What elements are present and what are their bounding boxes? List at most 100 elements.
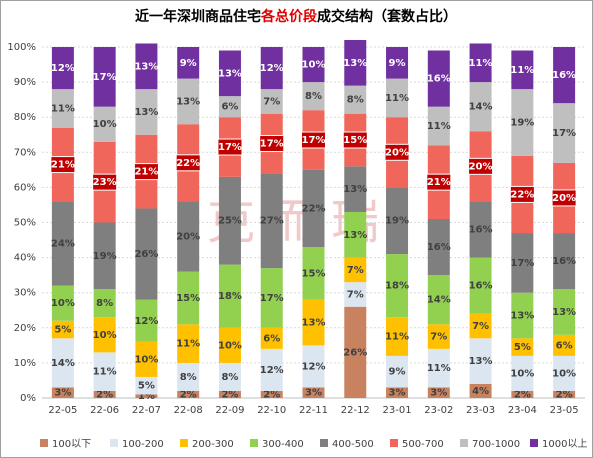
value-unit: % <box>148 61 158 72</box>
legend-swatch <box>110 439 118 447</box>
bar-segment <box>469 43 492 83</box>
value-label: 16% <box>469 225 493 236</box>
value-unit: % <box>399 332 409 343</box>
legend-swatch <box>250 439 258 447</box>
bar-segment <box>135 43 158 90</box>
value-unit: % <box>228 389 238 400</box>
value-label: 25% <box>218 216 242 227</box>
value-label: 2% <box>263 389 280 400</box>
bar-segment <box>135 89 158 135</box>
bar-segment <box>260 89 283 114</box>
value-label: 10% <box>302 60 326 71</box>
value-label: 20% <box>552 193 576 204</box>
bar-segment <box>553 289 576 335</box>
value-unit: % <box>483 281 493 292</box>
value-label: 12% <box>260 365 284 376</box>
value-unit: % <box>312 91 322 102</box>
value-unit: % <box>274 365 284 376</box>
bar-segment <box>218 327 241 363</box>
value-label: 7% <box>430 332 447 343</box>
value-label: 21% <box>134 167 158 178</box>
value-label: 11% <box>427 121 451 132</box>
value-label: 1% <box>138 391 155 402</box>
value-unit: % <box>483 225 493 236</box>
legend-label: 500-700 <box>402 439 444 450</box>
value-unit: % <box>357 347 367 358</box>
bar-segment <box>177 271 200 325</box>
value-unit: % <box>399 281 409 292</box>
value-unit: % <box>228 102 238 113</box>
value-unit: % <box>65 239 75 250</box>
value-unit: % <box>65 63 75 74</box>
value-unit: % <box>483 58 493 69</box>
value-unit: % <box>566 128 576 139</box>
bar-segment <box>553 334 576 356</box>
value-unit: % <box>566 70 576 81</box>
bar-segment <box>469 383 492 398</box>
value-unit: % <box>228 372 238 383</box>
value-unit: % <box>232 291 242 302</box>
value-label: 7% <box>347 289 364 300</box>
bar-segment <box>469 257 492 314</box>
value-unit: % <box>148 354 158 365</box>
value-unit: % <box>524 258 534 269</box>
bar-segment <box>386 254 409 318</box>
value-unit: % <box>187 58 197 69</box>
value-unit: % <box>190 158 200 169</box>
bar-segment <box>386 47 409 79</box>
bar-segment <box>344 257 367 283</box>
value-label: 16% <box>552 70 576 81</box>
value-unit: % <box>274 293 284 304</box>
value-unit: % <box>270 333 280 344</box>
value-unit: % <box>274 139 284 150</box>
label-box <box>217 138 243 156</box>
bar-segment <box>302 247 325 300</box>
value-label: 22% <box>510 189 534 200</box>
value-label: 8% <box>180 372 197 383</box>
value-unit: % <box>274 63 284 74</box>
value-label: 13% <box>218 68 242 79</box>
value-unit: % <box>479 321 489 332</box>
value-unit: % <box>107 330 117 341</box>
value-unit: % <box>524 65 534 76</box>
legend-label: 700-1000 <box>472 439 520 450</box>
value-unit: % <box>441 242 451 253</box>
value-unit: % <box>354 95 364 106</box>
bar-segment <box>51 338 74 388</box>
value-label: 26% <box>343 347 367 358</box>
value-label: 24% <box>51 239 75 250</box>
bar-segment <box>93 47 116 107</box>
value-unit: % <box>483 102 493 113</box>
value-label: 5% <box>54 325 71 336</box>
x-tick-label: 22-09 <box>215 405 244 416</box>
legend-swatch <box>40 439 48 447</box>
value-unit: % <box>145 391 155 402</box>
y-tick-label: 80% <box>14 112 36 123</box>
value-unit: % <box>563 340 573 351</box>
value-unit: % <box>148 249 158 260</box>
value-label: 17% <box>302 135 326 146</box>
value-label: 12% <box>302 361 326 372</box>
value-label: 13% <box>552 307 576 318</box>
value-label: 11% <box>176 339 200 350</box>
bar-segment <box>51 320 74 339</box>
bar-segment <box>427 387 450 398</box>
y-tick-label: 0% <box>20 393 36 404</box>
value-label: 10% <box>510 368 534 379</box>
value-unit: % <box>274 216 284 227</box>
x-tick-label: 22-12 <box>341 405 370 416</box>
x-tick-label: 22-11 <box>299 405 328 416</box>
x-tick-label: 22-08 <box>174 405 203 416</box>
bar-segment <box>511 355 534 391</box>
bar-segment <box>553 355 576 391</box>
value-unit: % <box>566 368 576 379</box>
value-unit: % <box>190 293 200 304</box>
value-label: 17% <box>552 128 576 139</box>
value-unit: % <box>563 389 573 400</box>
value-unit: % <box>61 325 71 336</box>
bar-segment <box>511 233 534 293</box>
value-label: 2% <box>221 389 238 400</box>
value-label: 8% <box>221 372 238 383</box>
value-label: 13% <box>134 61 158 72</box>
